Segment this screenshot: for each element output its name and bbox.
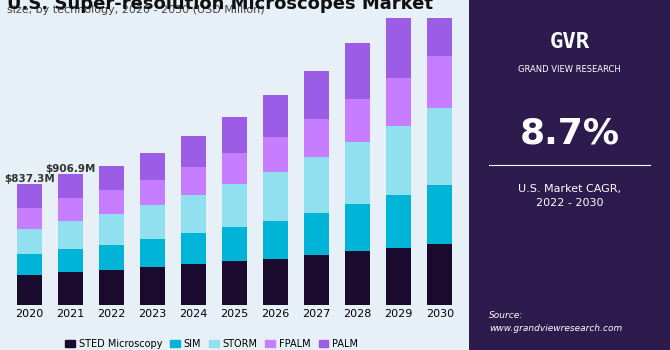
Bar <box>304 255 329 304</box>
Bar <box>427 56 452 108</box>
Bar <box>427 186 452 244</box>
Bar <box>17 275 42 304</box>
Bar <box>58 174 82 198</box>
Bar <box>263 220 288 259</box>
Text: size, by technology, 2020 - 2030 (USD Million): size, by technology, 2020 - 2030 (USD Mi… <box>7 5 265 15</box>
Text: GVR: GVR <box>549 32 590 52</box>
Bar <box>222 261 247 304</box>
Bar <box>58 220 82 249</box>
Bar <box>304 158 329 213</box>
Bar <box>181 167 206 195</box>
Text: $906.9M: $906.9M <box>45 164 96 174</box>
Bar <box>387 15 411 78</box>
Text: Source:
www.grandviewresearch.com: Source: www.grandviewresearch.com <box>489 311 622 333</box>
Bar <box>427 108 452 186</box>
Bar <box>181 195 206 233</box>
Text: 8.7%: 8.7% <box>519 116 620 150</box>
Bar <box>140 239 165 267</box>
Bar <box>58 198 82 220</box>
Bar <box>427 244 452 304</box>
Bar <box>58 272 82 304</box>
Bar <box>99 166 124 190</box>
Bar <box>345 142 370 204</box>
Bar <box>427 0 452 56</box>
Bar <box>387 195 411 248</box>
Bar <box>140 205 165 239</box>
Bar <box>99 245 124 270</box>
Bar <box>345 99 370 142</box>
Bar <box>222 117 247 153</box>
Text: U.S. Market CAGR,
2022 - 2030: U.S. Market CAGR, 2022 - 2030 <box>518 184 621 208</box>
Bar <box>140 153 165 180</box>
Text: U.S. Super-resolution Microscopes Market: U.S. Super-resolution Microscopes Market <box>7 0 433 13</box>
Bar <box>304 213 329 255</box>
Bar <box>181 233 206 264</box>
Bar <box>304 119 329 158</box>
Bar <box>387 126 411 195</box>
Bar <box>387 248 411 304</box>
Bar <box>263 172 288 220</box>
Bar <box>17 229 42 254</box>
Bar <box>304 71 329 119</box>
Bar <box>17 208 42 229</box>
Bar <box>263 95 288 137</box>
Bar <box>181 136 206 167</box>
Bar <box>99 190 124 214</box>
Bar <box>387 78 411 126</box>
Bar <box>58 249 82 272</box>
Bar <box>140 267 165 304</box>
Bar <box>99 214 124 245</box>
Bar <box>222 153 247 184</box>
Bar <box>181 264 206 304</box>
Bar <box>222 227 247 261</box>
Bar <box>263 259 288 304</box>
Bar <box>345 43 370 99</box>
Bar <box>222 184 247 227</box>
Bar <box>17 254 42 275</box>
Bar <box>140 180 165 205</box>
Text: $837.3M: $837.3M <box>4 174 55 184</box>
Bar <box>345 251 370 304</box>
Bar <box>263 137 288 172</box>
Legend: STED Microscopy, SIM, STORM, FPALM, PALM: STED Microscopy, SIM, STORM, FPALM, PALM <box>62 335 362 350</box>
Bar <box>17 184 42 208</box>
Text: GRAND VIEW RESEARCH: GRAND VIEW RESEARCH <box>518 65 621 75</box>
Bar <box>345 204 370 251</box>
Bar <box>99 270 124 304</box>
